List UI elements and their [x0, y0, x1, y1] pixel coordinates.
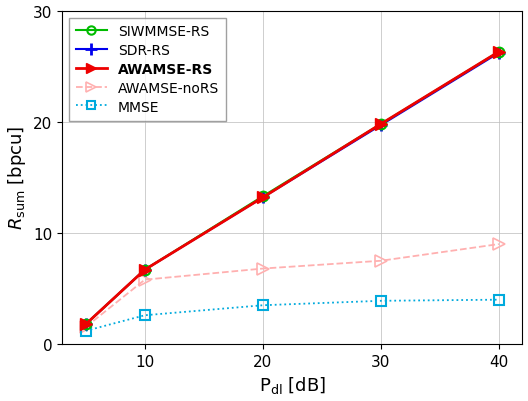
Legend: SIWMMSE-RS, SDR-RS, AWAMSE-RS, AWAMSE-noRS, MMSE: SIWMMSE-RS, SDR-RS, AWAMSE-RS, AWAMSE-no… [69, 18, 226, 122]
Y-axis label: $R_{\mathrm{sum}}$ [bpcu]: $R_{\mathrm{sum}}$ [bpcu] [6, 126, 27, 230]
X-axis label: $\mathrm{P_{dl}}$ [dB]: $\mathrm{P_{dl}}$ [dB] [259, 375, 326, 395]
